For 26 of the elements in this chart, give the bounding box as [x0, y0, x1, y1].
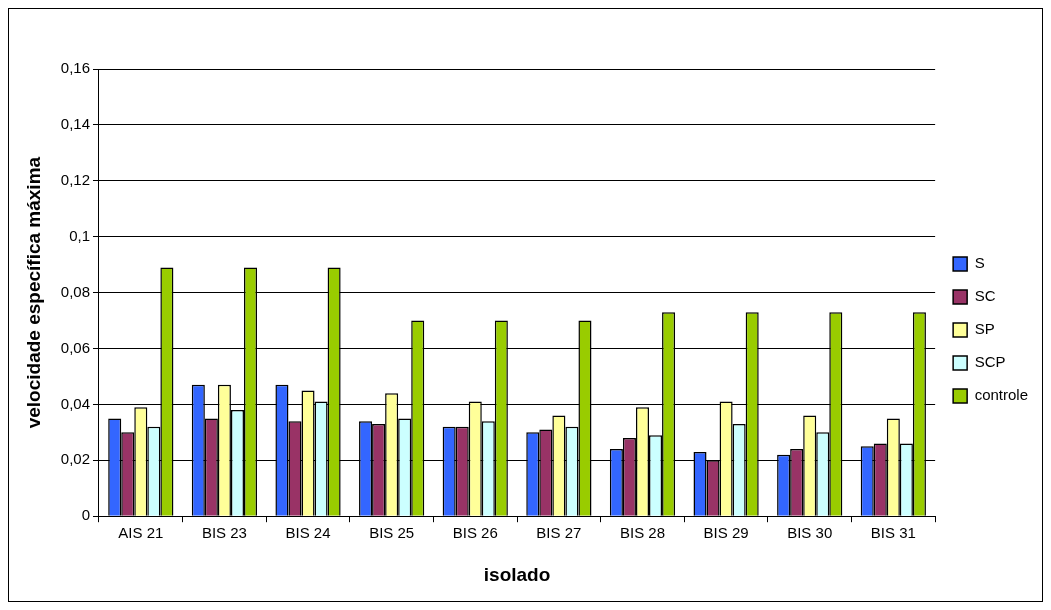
x-tick-label: BIS 29: [703, 524, 749, 542]
y-tick-label: 0,02: [60, 450, 90, 468]
x-tick-label: BIS 30: [787, 524, 833, 542]
y-tick-label: 0,12: [60, 170, 90, 188]
x-tick-label: BIS 28: [619, 524, 665, 542]
y-tick-label: 0,1: [69, 226, 90, 244]
legend-label: SCP: [974, 353, 1006, 371]
x-tick-label: BIS 31: [870, 524, 916, 542]
x-tick-label: BIS 26: [452, 524, 498, 542]
x-tick-label: BIS 24: [285, 524, 331, 542]
y-tick-label: 0,06: [60, 338, 90, 356]
y-tick-label: 0,16: [60, 59, 90, 77]
x-tick-label: AIS 21: [118, 524, 164, 542]
y-tick-label: 0: [81, 506, 90, 524]
x-tick-label: BIS 27: [536, 524, 582, 542]
y-tick-label: 0,04: [60, 394, 90, 412]
legend-label: controle: [974, 386, 1029, 404]
legend-label: S: [974, 254, 985, 272]
y-tick-label: 0,14: [60, 115, 90, 133]
legend-label: SP: [974, 320, 995, 338]
legend-label: SC: [974, 287, 996, 305]
x-tick-label: BIS 25: [369, 524, 415, 542]
x-tick-label: BIS 23: [201, 524, 247, 542]
x-axis-title: isolado: [483, 563, 551, 585]
y-axis-title: velocidade específica máxima: [22, 156, 44, 429]
y-tick-label: 0,08: [60, 282, 90, 300]
